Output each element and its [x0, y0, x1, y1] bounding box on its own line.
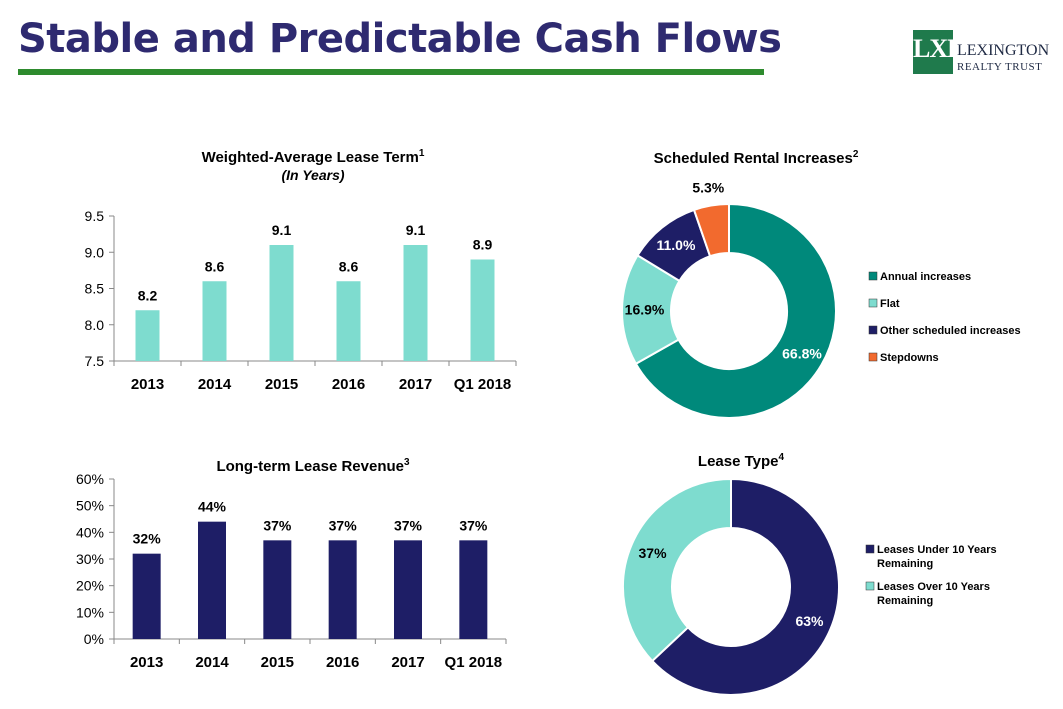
lease-term-y-tick-label: 7.5: [85, 353, 105, 369]
lease-revenue-data-label: 37%: [329, 517, 358, 533]
rental-increases-legend-swatch: [868, 325, 878, 335]
page-title: Stable and Predictable Cash Flows: [18, 16, 782, 62]
rental-increases-slice: [692, 202, 730, 258]
lease-revenue-x-tick-label: 2013: [130, 654, 163, 671]
title-underline: [18, 69, 764, 75]
lease-revenue-x-tick-label: 2017: [391, 654, 424, 671]
lease-term-y-tick-label: 9.0: [85, 244, 105, 260]
lease-type-legend-swatch: [865, 581, 875, 591]
lease-term-y-tick-label: 9.5: [85, 208, 105, 224]
lease-term-y-tick-label: 8.5: [85, 281, 105, 297]
rental-increases-slice-label: 66.8%: [782, 346, 822, 362]
lease-revenue-bar: [198, 521, 226, 639]
lease-type-legend-label: Leases Over 10 Years Remaining: [877, 581, 990, 607]
rental-increases-legend-swatch: [868, 298, 878, 308]
lease-term-bar: [470, 259, 495, 361]
lease-term-data-label: 8.2: [138, 287, 158, 303]
lease-revenue-title: Long-term Lease Revenue3: [216, 457, 410, 475]
lease-term-title: Weighted-Average Lease Term1: [202, 148, 425, 166]
logo-name: LEXINGTON: [957, 42, 1050, 59]
lease-revenue-y-tick-label: 20%: [76, 578, 104, 594]
rental-increases-legend-swatch: [868, 271, 878, 281]
lease-revenue-y-tick-label: 30%: [76, 551, 104, 567]
lease-revenue-bar: [132, 553, 161, 639]
rental-increases-slice-label: 5.3%: [692, 180, 724, 196]
lease-term-y-tick-label: 8.0: [85, 317, 105, 333]
lease-type-slice-label: 63%: [795, 613, 824, 629]
lease-term-x-tick-label: 2016: [332, 376, 365, 393]
lease-revenue-y-tick-label: 10%: [76, 604, 104, 620]
lease-revenue-y-tick-label: 50%: [76, 498, 104, 514]
lease-revenue-y-tick-label: 60%: [76, 471, 104, 487]
lease-term-subtitle: (In Years): [281, 167, 344, 183]
lease-type-slice: [622, 477, 732, 663]
rental-increases-slice-label: 16.9%: [625, 302, 665, 318]
lease-term-data-label: 8.6: [205, 258, 225, 274]
lease-revenue-bar: [459, 540, 488, 639]
lease-revenue-data-label: 32%: [133, 531, 162, 547]
lease-revenue-x-tick-label: Q1 2018: [445, 654, 503, 671]
lease-revenue-x-tick-label: 2016: [326, 654, 359, 671]
lease-term-data-label: 8.6: [339, 258, 359, 274]
rental-increases-legend-label: Stepdowns: [880, 352, 939, 364]
lease-type-title: Lease Type4: [698, 452, 785, 470]
lease-revenue-x-tick-label: 2014: [195, 654, 229, 671]
lease-revenue-data-label: 37%: [263, 517, 292, 533]
lease-revenue-bar: [263, 540, 292, 639]
lease-revenue-bar: [394, 540, 422, 639]
lease-term-data-label: 9.1: [272, 222, 292, 238]
lease-term-bar: [336, 281, 361, 361]
lease-term-x-tick-label: Q1 2018: [454, 376, 512, 393]
rental-increases-title: Scheduled Rental Increases2: [654, 149, 859, 167]
lease-revenue-bar: [328, 540, 357, 639]
lease-term-x-tick-label: 2015: [265, 376, 298, 393]
lease-type-legend-swatch: [865, 544, 875, 554]
lease-term-data-label: 9.1: [406, 222, 426, 238]
rental-increases-legend-swatch: [868, 352, 878, 362]
lease-term-bar: [135, 310, 160, 361]
rental-increases-legend-label: Other scheduled increases: [880, 325, 1021, 337]
rental-increases-slice-label: 11.0%: [656, 237, 695, 253]
rental-increases-legend-label: Annual increases: [880, 271, 971, 283]
rental-increases-legend-label: Flat: [880, 298, 900, 310]
lease-revenue-y-tick-label: 0%: [84, 631, 104, 647]
lease-term-x-tick-label: 2013: [131, 376, 164, 393]
logo-subtitle: REALTY TRUST: [957, 61, 1043, 73]
lease-revenue-data-label: 44%: [198, 499, 227, 515]
lease-type-legend-label: Leases Under 10 Years Remaining: [877, 544, 997, 570]
lease-revenue-data-label: 37%: [394, 517, 423, 533]
lease-term-x-tick-label: 2017: [399, 376, 432, 393]
lease-term-bar: [202, 281, 227, 361]
lease-term-data-label: 8.9: [473, 237, 493, 253]
lease-term-bar: [269, 245, 294, 361]
rental-increases-slice: [634, 202, 837, 419]
lease-term-x-tick-label: 2014: [198, 376, 232, 393]
lease-type-slice-label: 37%: [639, 545, 668, 561]
lease-type-slice: [650, 477, 840, 696]
company-logo: LXP LEXINGTON REALTY TRUST: [913, 28, 1053, 78]
lease-term-bar: [403, 245, 428, 361]
lease-revenue-y-tick-label: 40%: [76, 524, 104, 540]
lease-revenue-data-label: 37%: [459, 517, 488, 533]
lease-revenue-x-tick-label: 2015: [261, 654, 294, 671]
